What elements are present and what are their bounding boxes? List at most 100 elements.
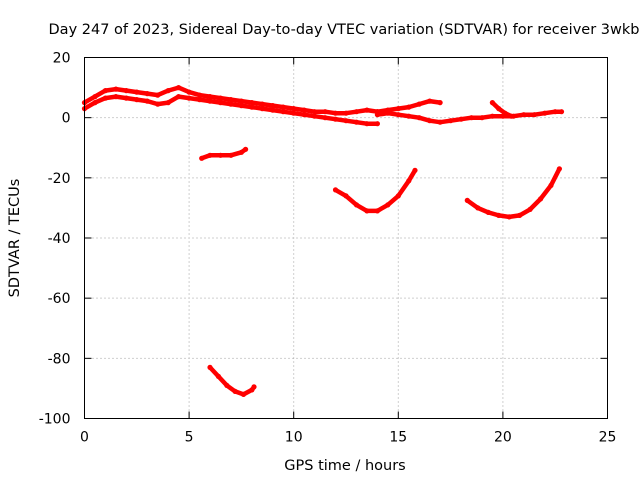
data-point [385,107,391,113]
data-point [312,113,318,119]
data-point [479,115,485,121]
data-point [155,101,161,107]
data-point [270,103,276,109]
data-point [197,97,203,103]
data-point [280,104,286,110]
data-point [364,107,370,113]
data-point [207,94,213,100]
data-point [228,152,234,158]
data-point [468,115,475,121]
data-point [186,95,192,101]
data-point [207,98,213,104]
data-point [395,193,401,199]
x-tick-label: 10 [285,430,303,446]
data-point [176,85,182,91]
data-point [538,196,544,202]
data-point [464,197,470,203]
data-point [228,101,234,107]
data-point [556,166,563,172]
data-point [437,119,443,125]
data-point [437,100,443,106]
data-point [217,152,224,158]
data-point [475,205,481,211]
data-point [416,115,422,121]
x-tick-label: 20 [494,430,512,446]
data-point [259,106,265,112]
data-point [406,104,412,110]
data-point [215,373,221,379]
data-point [312,109,318,115]
data-point [542,110,548,116]
data-point [144,91,150,97]
data-point [144,98,150,104]
y-tick-label: -20 [48,171,71,187]
data-point [207,152,213,158]
data-point [353,109,360,115]
series-arc-c [465,166,562,220]
data-point [228,97,234,103]
data-point [123,95,129,101]
chart-title: Day 247 of 2023, Sidereal Day-to-day VTE… [49,22,640,38]
data-point [249,100,255,106]
data-point [353,119,360,125]
series-arc-evening [490,100,514,119]
data-point [270,107,276,113]
data-point [224,382,230,388]
data-point [527,206,533,212]
data-point [199,155,205,161]
axis-ticks: 0 5 10 15 20 25 -100 -80 -60 -40 -20 0 20 [39,51,617,446]
data-point [385,202,391,208]
data-point [243,146,249,152]
data-point [301,112,307,118]
data-point [364,121,370,127]
y-tick-label: -80 [48,351,71,367]
y-tick-label: -40 [48,231,71,247]
data-point [155,92,161,98]
data-point [406,178,412,184]
data-point [502,110,508,116]
data-point [301,107,307,113]
data-point [374,121,380,127]
x-tick-label: 0 [80,430,89,446]
data-point [322,109,328,115]
x-tick-label: 15 [389,430,407,446]
data-point [249,104,255,110]
data-point [240,391,247,397]
data-point [517,212,523,218]
y-tick-label: 20 [53,51,71,67]
x-tick-label: 25 [599,430,617,446]
data-point [353,202,360,208]
y-axis-label: SDTVAR / TECUs [7,179,23,298]
data-point [496,212,502,218]
data-point [186,89,192,95]
data-point [412,167,418,173]
data-point [406,113,412,119]
y-tick-label: -60 [48,291,71,307]
data-point [508,113,514,119]
data-point [558,109,565,115]
data-point [489,100,495,106]
data-point [259,101,265,107]
data-point [427,98,433,104]
data-point [548,182,554,188]
data-point [374,208,380,214]
data-point [165,100,171,106]
data-point [280,109,286,115]
data-point [521,112,527,118]
data-point [176,94,182,100]
y-tick-label: -100 [39,412,71,428]
data-point [343,110,349,116]
data-point [207,364,213,370]
data-point [92,94,98,100]
data-point [238,103,244,109]
data-point [165,88,171,94]
data-point [134,97,140,103]
data-point [496,106,502,112]
data-point [251,384,257,390]
x-axis-label: GPS time / hours [284,458,405,474]
data-point [238,98,244,104]
data-point [489,113,495,119]
data-point [291,110,297,116]
data-point [197,92,203,98]
